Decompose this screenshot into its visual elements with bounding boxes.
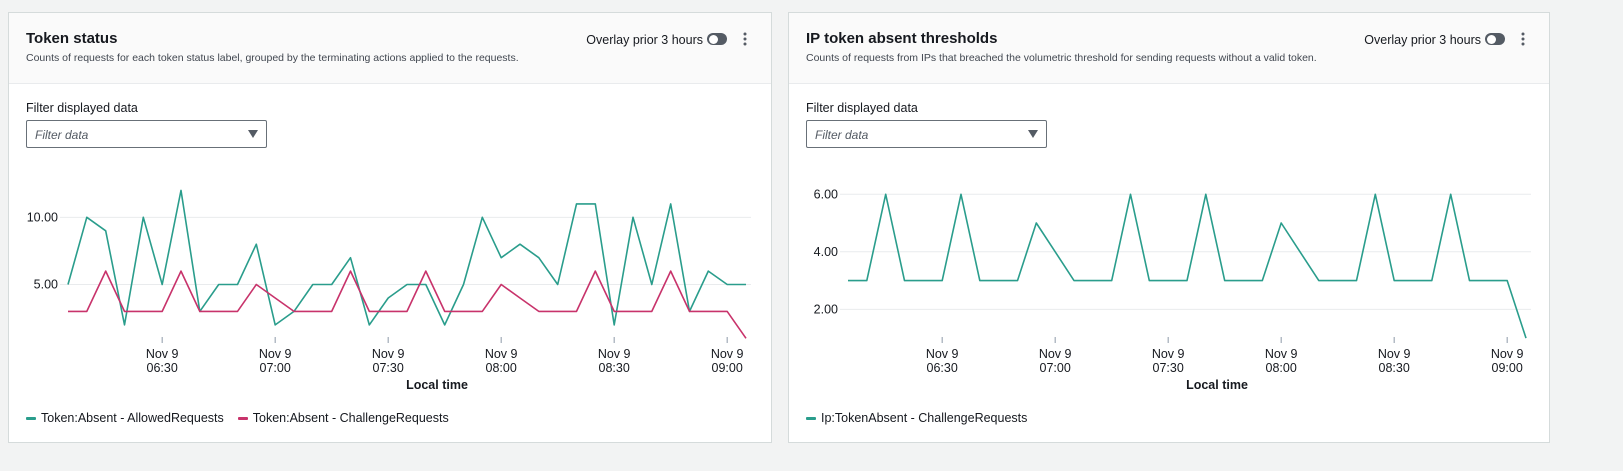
x-axis-label: Local time	[406, 378, 468, 392]
panel-title: Token status	[26, 30, 118, 47]
legend: Ip:TokenAbsent - ChallengeRequests	[806, 411, 1027, 425]
more-menu[interactable]	[1517, 31, 1529, 47]
x-tick-label: 07:30	[373, 361, 404, 375]
x-tick-label: 08:30	[1379, 361, 1410, 375]
x-tick-label: 08:00	[1266, 361, 1297, 375]
overlay-label: Overlay prior 3 hours	[1364, 33, 1481, 47]
y-tick-label: 4.00	[814, 245, 838, 259]
legend-swatch	[237, 417, 248, 421]
x-tick-label: Nov 9	[1491, 347, 1524, 361]
series-line	[67, 189, 746, 326]
overlay-toggle[interactable]	[1485, 33, 1505, 45]
y-tick-label: 6.00	[814, 187, 838, 201]
overlay-toggle[interactable]	[707, 33, 727, 45]
x-tick-label: 06:30	[147, 361, 178, 375]
menu-dot	[743, 32, 747, 36]
dropdown-caret	[248, 130, 258, 138]
more-menu[interactable]	[739, 31, 751, 47]
filter-label: Filter displayed data	[26, 101, 138, 115]
legend-swatch	[806, 417, 816, 421]
series-line	[848, 193, 1527, 339]
x-tick-label: 07:00	[1040, 361, 1071, 375]
x-axis-label: Local time	[1186, 378, 1248, 392]
legend-label: Ip:TokenAbsent - ChallengeRequests	[821, 411, 1028, 425]
menu-dot	[743, 37, 747, 41]
caret-shape	[1028, 130, 1038, 138]
legend-swatch	[26, 417, 36, 421]
panel: Token status Counts of requests for each …	[8, 12, 772, 443]
menu-dot	[1521, 37, 1525, 41]
x-tick-label: Nov 9	[1265, 347, 1298, 361]
legend-item[interactable]: Ip:TokenAbsent - ChallengeRequests	[806, 411, 1027, 425]
x-tick-label: Nov 9	[146, 347, 179, 361]
y-tick-label: 5.00	[34, 278, 58, 292]
x-tick-label: Nov 9	[926, 347, 959, 361]
y-tick-label: 10.00	[27, 210, 58, 224]
legend-label: Token:Absent - AllowedRequests	[41, 411, 224, 425]
legend-label: Token:Absent - ChallengeRequests	[252, 411, 449, 425]
legend-item[interactable]: Token:Absent - ChallengeRequests	[237, 411, 449, 425]
x-tick-label: 08:00	[486, 361, 517, 375]
x-tick-label: 09:00	[1492, 361, 1523, 375]
x-tick-label: Nov 9	[1378, 347, 1411, 361]
panel-header: Token status Counts of requests for each …	[9, 13, 771, 84]
panel-title: IP token absent thresholds	[806, 30, 998, 47]
menu-dot	[1521, 42, 1525, 46]
filter-label: Filter displayed data	[806, 101, 918, 115]
panel-subtitle: Counts of requests for each token status…	[26, 52, 519, 64]
x-tick-label: 07:00	[260, 361, 291, 375]
filter-dropdown[interactable]: Filter data	[26, 120, 267, 148]
x-tick-label: Nov 9	[1152, 347, 1185, 361]
x-tick-label: Nov 9	[485, 347, 518, 361]
x-tick-label: Nov 9	[259, 347, 292, 361]
x-tick-label: 08:30	[599, 361, 630, 375]
x-tick-label: 06:30	[927, 361, 958, 375]
overlay-label: Overlay prior 3 hours	[586, 33, 703, 47]
x-tick-label: Nov 9	[1039, 347, 1072, 361]
x-tick-label: Nov 9	[372, 347, 405, 361]
filter-dropdown[interactable]: Filter data	[806, 120, 1047, 148]
x-tick-label: 07:30	[1153, 361, 1184, 375]
x-tick-label: 09:00	[712, 361, 743, 375]
legend: Token:Absent - AllowedRequests Token:Abse…	[26, 411, 449, 425]
series-line	[68, 270, 747, 339]
panel-header: IP token absent thresholds Counts of requ…	[789, 13, 1549, 84]
legend-item[interactable]: Token:Absent - AllowedRequests	[26, 411, 224, 425]
x-tick-label: Nov 9	[711, 347, 744, 361]
filter-placeholder: Filter data	[35, 128, 89, 142]
dropdown-caret	[1028, 130, 1038, 138]
panel: IP token absent thresholds Counts of requ…	[788, 12, 1550, 443]
y-tick-label: 2.00	[814, 302, 838, 316]
x-tick-label: Nov 9	[598, 347, 631, 361]
menu-dot	[1521, 32, 1525, 36]
filter-placeholder: Filter data	[815, 128, 869, 142]
caret-shape	[248, 130, 258, 138]
panel-subtitle: Counts of requests from IPs that breache…	[806, 52, 1317, 64]
menu-dot	[743, 42, 747, 46]
